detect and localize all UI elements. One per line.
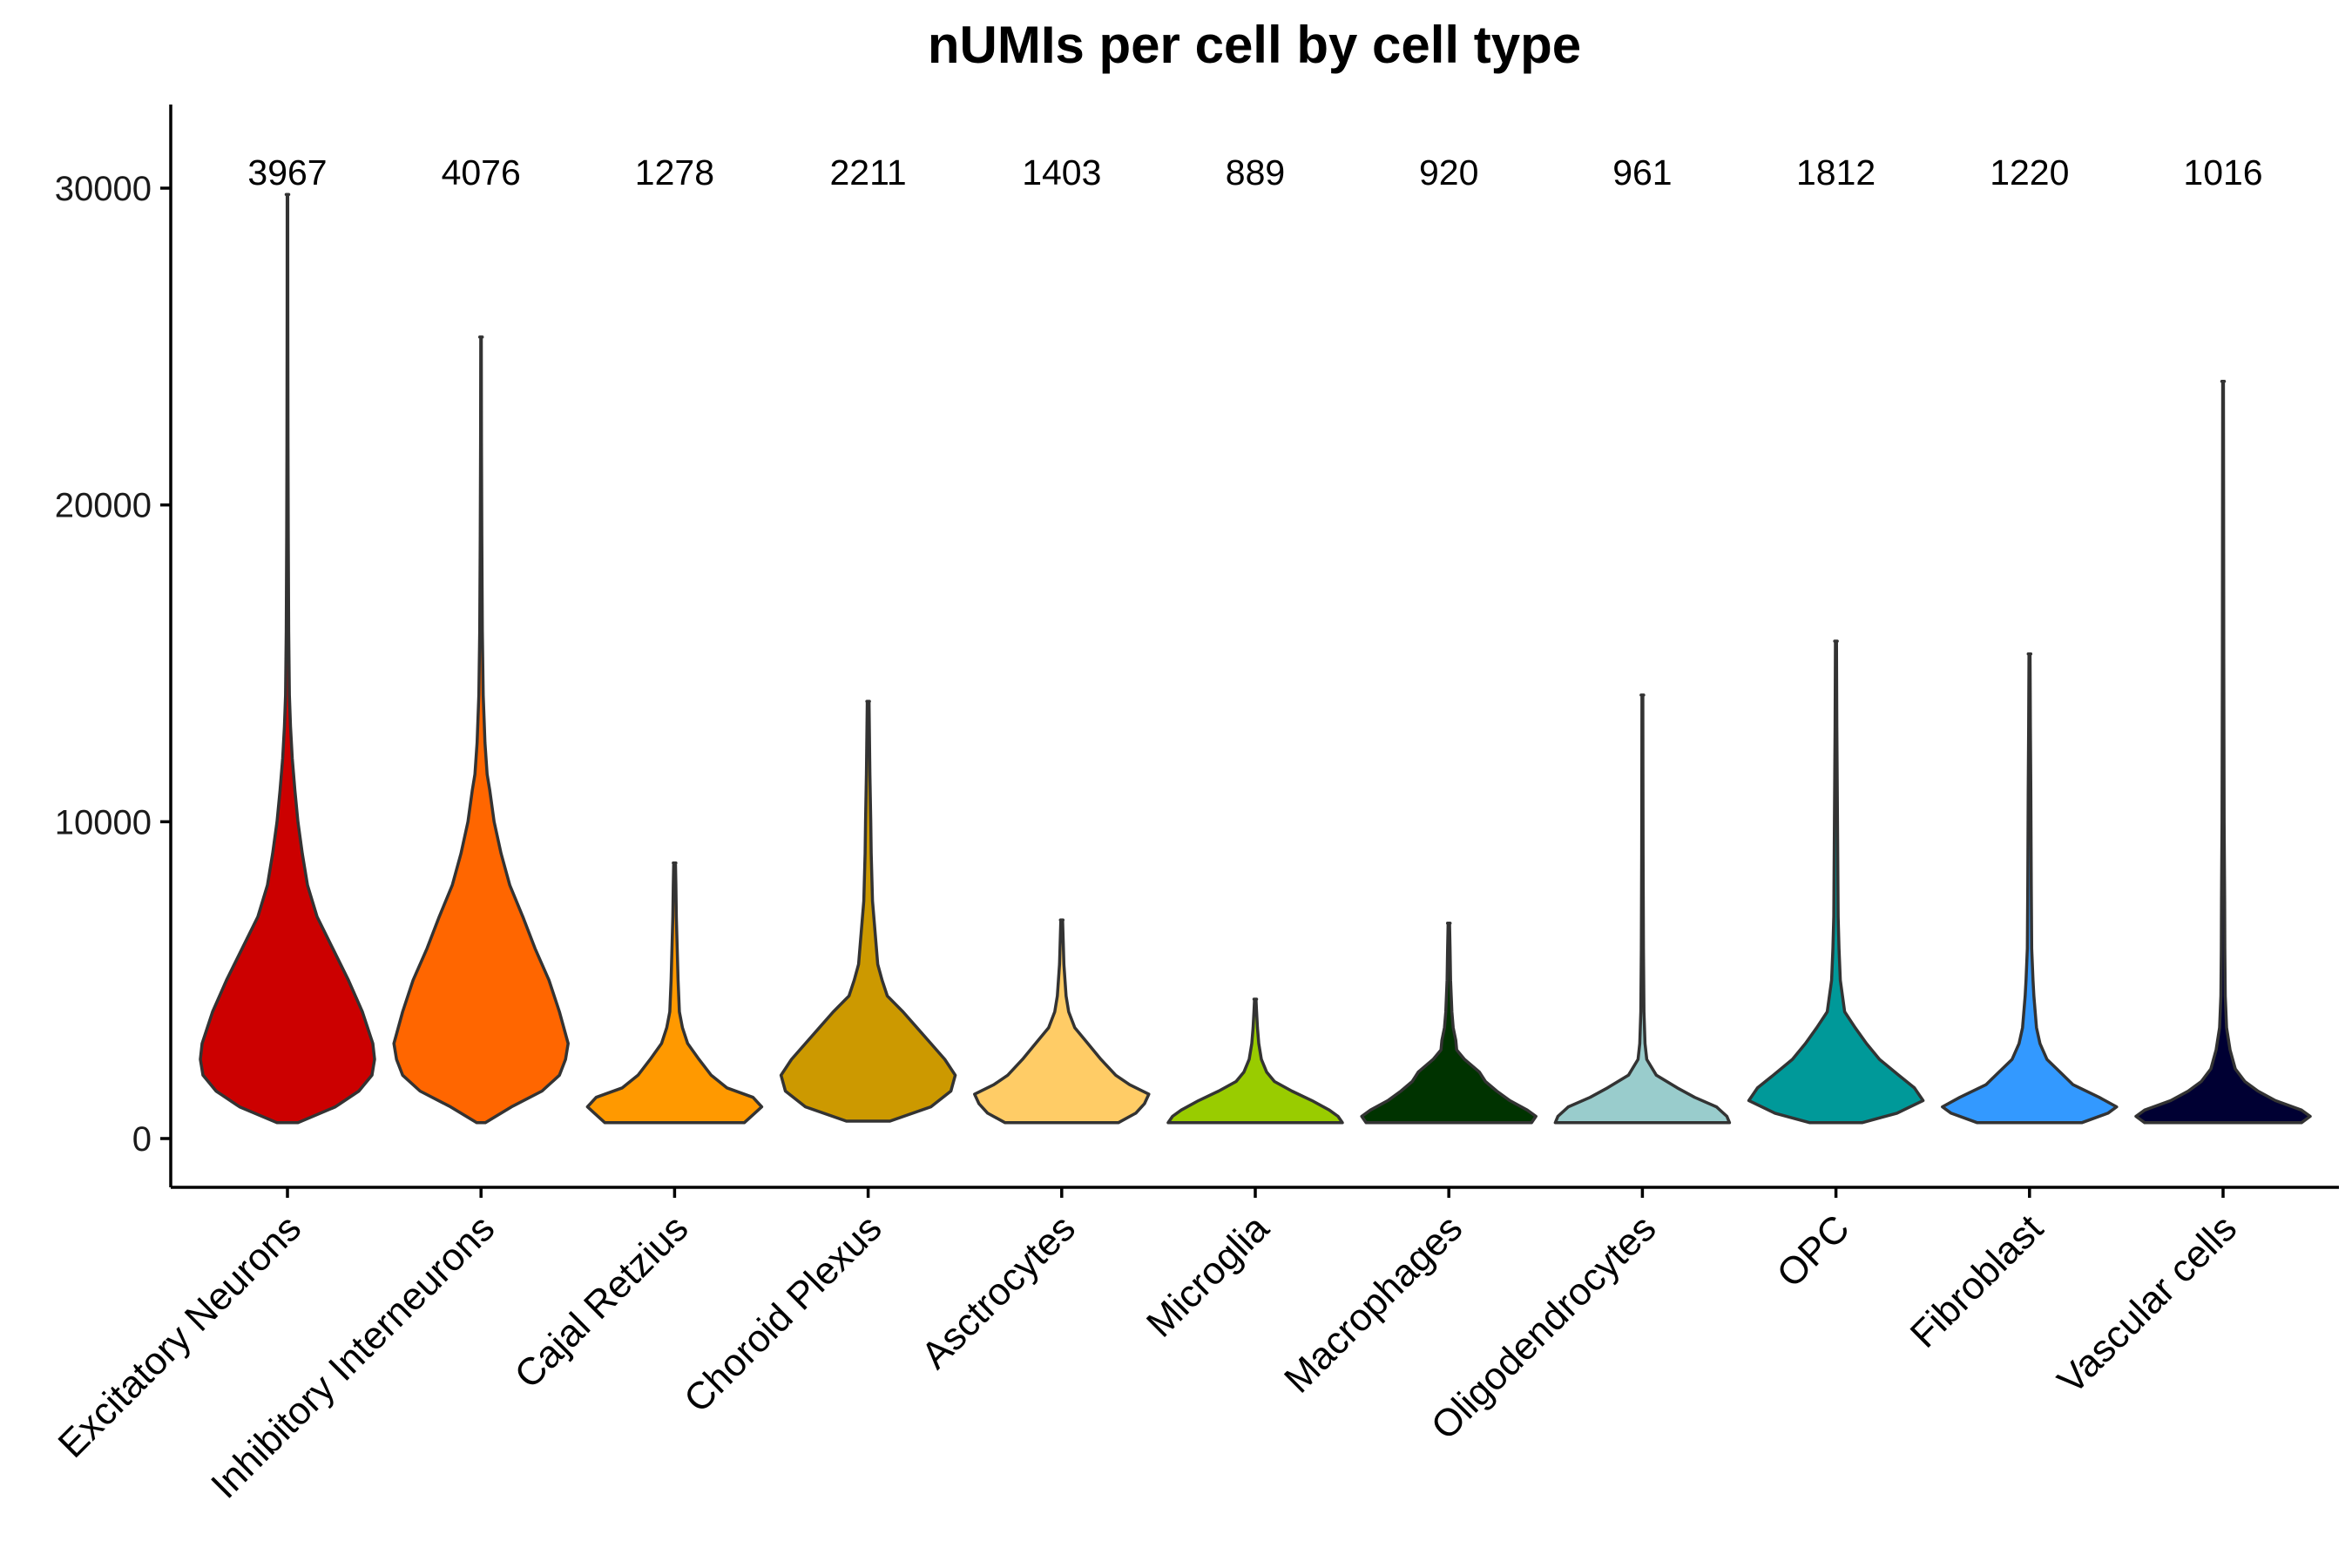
violin-6 <box>1360 921 1538 1125</box>
count-label: 1278 <box>635 152 714 193</box>
x-tick-label: Microglia <box>1139 1206 1278 1346</box>
count-label: 1016 <box>2183 152 2262 193</box>
count-label: 2211 <box>830 152 907 193</box>
count-label: 1403 <box>1022 152 1101 193</box>
violin-5 <box>1166 997 1344 1125</box>
violin-8 <box>1747 639 1925 1125</box>
y-axis: 0 10000 20000 30000 <box>55 105 172 1187</box>
x-tick-label: Choroid Plexus <box>676 1206 890 1421</box>
violin-7 <box>1553 693 1732 1125</box>
count-label: 889 <box>1226 152 1285 193</box>
x-tick-label: Macrophages <box>1276 1206 1470 1401</box>
violin-1 <box>392 335 570 1125</box>
violin-3 <box>779 700 957 1123</box>
violin-0 <box>199 193 376 1125</box>
violins <box>199 193 2312 1125</box>
y-tick-label: 20000 <box>55 487 152 525</box>
x-tick-label: OPC <box>1769 1206 1858 1295</box>
x-tick-label: Fibroblast <box>1903 1206 2051 1355</box>
chart-title: nUMIs per cell by cell type <box>928 16 1581 74</box>
y-tick-label: 10000 <box>55 803 152 841</box>
y-tick-label: 30000 <box>55 170 152 208</box>
count-label: 1220 <box>1990 152 2069 193</box>
count-label: 920 <box>1419 152 1478 193</box>
count-label: 961 <box>1612 152 1672 193</box>
y-tick-label: 0 <box>132 1120 152 1159</box>
count-labels: 3967 4076 1278 2211 1403 889 920 961 1812 1220 101… <box>247 152 2262 193</box>
violin-10 <box>2134 380 2312 1125</box>
count-label: 4076 <box>442 152 521 193</box>
x-tick-label: Cajal Retzius <box>507 1206 697 1396</box>
violin-2 <box>585 861 764 1125</box>
count-label: 1812 <box>1796 152 1876 193</box>
x-tick-label: Asctrocytes <box>913 1206 1083 1376</box>
violin-4 <box>973 918 1151 1125</box>
count-label: 3967 <box>247 152 327 193</box>
violin-9 <box>1941 652 2119 1125</box>
x-tick-label: Vascular cells <box>2050 1206 2245 1402</box>
